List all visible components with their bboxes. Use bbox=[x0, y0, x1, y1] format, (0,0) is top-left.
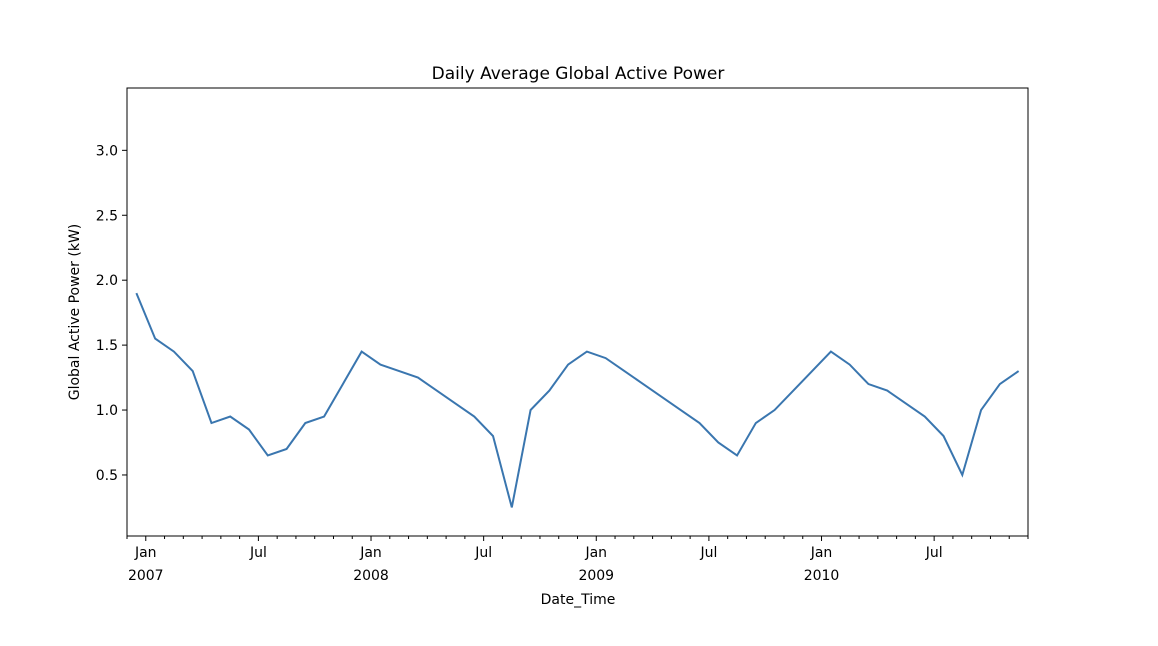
x-tick-label: Jul bbox=[474, 545, 492, 561]
y-tick-label: 2.0 bbox=[96, 273, 118, 289]
x-tick-label: Jan bbox=[134, 545, 157, 561]
x-tick-label: Jul bbox=[699, 545, 717, 561]
x-tick-label: Jul bbox=[925, 545, 943, 561]
x-year-label: 2010 bbox=[804, 568, 840, 584]
x-tick-label: Jan bbox=[359, 545, 382, 561]
y-axis-label: Global Active Power (kW) bbox=[67, 224, 83, 401]
y-tick-label: 2.5 bbox=[96, 208, 118, 224]
plot-frame bbox=[126, 87, 1029, 537]
chart-title: Daily Average Global Active Power bbox=[432, 64, 725, 84]
x-axis-label: Date_Time bbox=[541, 592, 616, 608]
y-tick-label: 0.5 bbox=[96, 468, 118, 484]
y-tick-label: 1.5 bbox=[96, 338, 118, 354]
y-tick-label: 1.0 bbox=[96, 403, 118, 419]
y-tick-label: 3.0 bbox=[96, 143, 118, 159]
x-year-label: 2008 bbox=[353, 568, 389, 584]
x-year-label: 2007 bbox=[128, 568, 164, 584]
x-tick-label: Jul bbox=[249, 545, 267, 561]
x-year-label: 2009 bbox=[578, 568, 614, 584]
x-tick-label: Jan bbox=[584, 545, 607, 561]
x-tick-label: Jan bbox=[810, 545, 833, 561]
data-line bbox=[135, 292, 1020, 508]
